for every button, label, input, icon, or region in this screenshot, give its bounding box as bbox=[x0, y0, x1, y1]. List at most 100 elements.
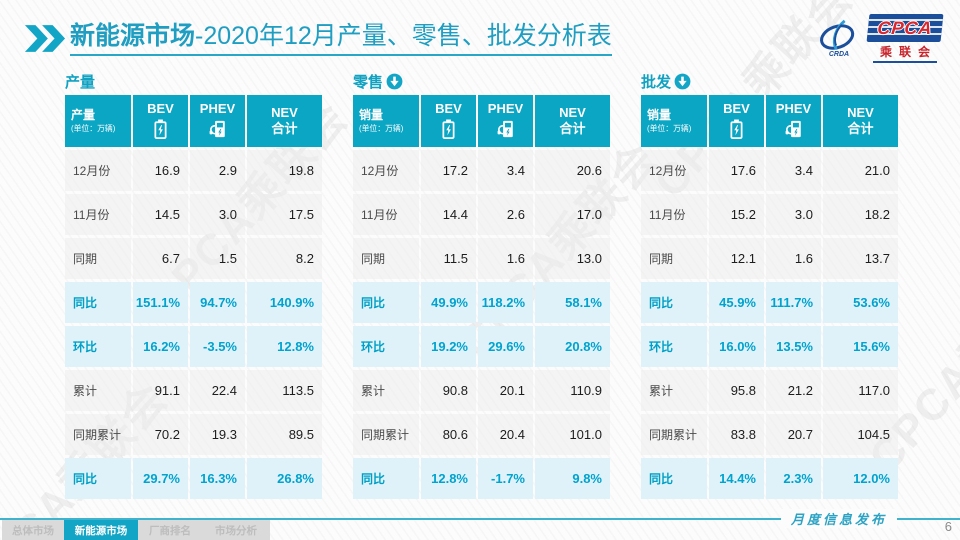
data-table-production: 产量 (单位：万辆) BEV PHEV NEV 合计 12月份 16.9 2.9 19.8 11月份… bbox=[65, 95, 322, 499]
value-cell: 1.5 bbox=[190, 238, 245, 279]
value-cell: 1.6 bbox=[766, 238, 821, 279]
value-cell: 111.7% bbox=[766, 282, 821, 323]
page-number: 6 bbox=[944, 519, 952, 534]
row-label-cell: 累计 bbox=[65, 370, 131, 411]
value-cell: 53.6% bbox=[823, 282, 898, 323]
unit-header-cell: 销量 (单位：万辆) bbox=[353, 95, 419, 147]
value-cell: 6.7 bbox=[133, 238, 188, 279]
header: 新能源市场-2020年12月产量、零售、批发分析表 CRDA CPCA 乘联会 bbox=[24, 14, 952, 63]
value-cell: 16.3% bbox=[190, 458, 245, 499]
value-cell: 13.7 bbox=[823, 238, 898, 279]
cpca-ellipse-icon bbox=[820, 19, 855, 50]
charger-icon bbox=[495, 118, 516, 140]
row-label-cell: 累计 bbox=[353, 370, 419, 411]
value-cell: 15.2 bbox=[709, 194, 764, 235]
value-cell: 26.8% bbox=[247, 458, 322, 499]
value-cell: 22.4 bbox=[190, 370, 245, 411]
column-header-label2: 合计 bbox=[847, 121, 874, 136]
column-header-nev: NEV 合计 bbox=[823, 95, 898, 147]
row-label-cell: 累计 bbox=[641, 370, 707, 411]
value-cell: 14.5 bbox=[133, 194, 188, 235]
value-cell: -3.5% bbox=[190, 326, 245, 367]
section-title-retail: 零售 bbox=[353, 69, 610, 93]
value-cell: 95.8 bbox=[709, 370, 764, 411]
crda-label: CRDA bbox=[828, 51, 850, 58]
charger-icon bbox=[207, 118, 228, 140]
row-label-cell: 环比 bbox=[641, 326, 707, 367]
cpca-logo-mark: CRDA bbox=[815, 19, 863, 58]
down-arrow-icon bbox=[386, 73, 403, 90]
value-cell: 17.0 bbox=[535, 194, 610, 235]
value-cell: 16.0% bbox=[709, 326, 764, 367]
tab-厂商排名[interactable]: 厂商排名 bbox=[138, 520, 202, 540]
column-header-label: PHEV bbox=[775, 101, 812, 117]
row-label-cell: 同比 bbox=[65, 282, 131, 323]
value-cell: 8.2 bbox=[247, 238, 322, 279]
tab-总体市场[interactable]: 总体市场 bbox=[2, 520, 64, 540]
unit-sub-label: (单位：万辆) bbox=[71, 123, 116, 133]
row-label-cell: 12月份 bbox=[641, 150, 707, 191]
row-label-cell: 环比 bbox=[353, 326, 419, 367]
unit-sub-label: (单位：万辆) bbox=[359, 123, 404, 133]
value-cell: 70.2 bbox=[133, 414, 188, 455]
value-cell: 20.8% bbox=[535, 326, 610, 367]
column-header-label: NEV bbox=[271, 104, 298, 120]
section-title-wholesale: 批发 bbox=[641, 69, 898, 93]
unit-sub-label: (单位：万辆) bbox=[647, 123, 692, 133]
value-cell: 91.1 bbox=[133, 370, 188, 411]
value-cell: 90.8 bbox=[421, 370, 476, 411]
value-cell: 14.4% bbox=[709, 458, 764, 499]
column-header-label2: 合计 bbox=[559, 121, 586, 136]
value-cell: 11.5 bbox=[421, 238, 476, 279]
cpca-logo: CRDA CPCA 乘联会 bbox=[815, 14, 944, 63]
value-cell: 29.6% bbox=[478, 326, 533, 367]
value-cell: 118.2% bbox=[478, 282, 533, 323]
cpca-box: CPCA bbox=[866, 14, 944, 42]
battery-icon bbox=[151, 118, 170, 140]
column-header-label2: 合计 bbox=[271, 121, 298, 136]
value-cell: 20.7 bbox=[766, 414, 821, 455]
row-label-cell: 同比 bbox=[353, 458, 419, 499]
value-cell: 45.9% bbox=[709, 282, 764, 323]
unit-label: 销量 bbox=[359, 108, 384, 122]
tab-市场分析[interactable]: 市场分析 bbox=[202, 520, 270, 540]
section-title-label: 批发 bbox=[641, 73, 672, 91]
value-cell: 83.8 bbox=[709, 414, 764, 455]
column-header-bev: BEV bbox=[133, 95, 188, 147]
column-header-phev: PHEV bbox=[766, 95, 821, 147]
column-header-nev: NEV 合计 bbox=[247, 95, 322, 147]
value-cell: 3.0 bbox=[190, 194, 245, 235]
unit-label: 产量 bbox=[71, 108, 96, 122]
value-cell: 19.2% bbox=[421, 326, 476, 367]
data-table-wholesale: 销量 (单位：万辆) BEV PHEV NEV 合计 12月份 17.6 3.4 21.0 11月份… bbox=[641, 95, 898, 499]
row-label-cell: 环比 bbox=[65, 326, 131, 367]
charger-icon bbox=[783, 118, 804, 140]
table-block-production: 产量 产量 (单位：万辆) BEV PHEV NEV 合计 12月份 16.9 2.9 19.8 11… bbox=[65, 69, 322, 499]
value-cell: 18.2 bbox=[823, 194, 898, 235]
row-label-cell: 同比 bbox=[641, 458, 707, 499]
value-cell: 110.9 bbox=[535, 370, 610, 411]
footer-rule bbox=[0, 518, 960, 520]
value-cell: 13.5% bbox=[766, 326, 821, 367]
value-cell: 21.0 bbox=[823, 150, 898, 191]
column-header-label: NEV bbox=[847, 104, 874, 120]
value-cell: 9.8% bbox=[535, 458, 610, 499]
column-header-bev: BEV bbox=[709, 95, 764, 147]
down-arrow-icon bbox=[674, 73, 691, 90]
column-header-label: BEV bbox=[147, 101, 174, 117]
value-cell: 1.6 bbox=[478, 238, 533, 279]
column-header-label: BEV bbox=[435, 101, 462, 117]
tab-新能源市场[interactable]: 新能源市场 bbox=[64, 520, 138, 540]
double-chevron-icon bbox=[24, 25, 66, 57]
row-label-cell: 同期累计 bbox=[65, 414, 131, 455]
value-cell: 12.1 bbox=[709, 238, 764, 279]
row-label-cell: 同期累计 bbox=[641, 414, 707, 455]
row-label-cell: 11月份 bbox=[65, 194, 131, 235]
value-cell: 3.4 bbox=[766, 150, 821, 191]
row-label-cell: 同期 bbox=[65, 238, 131, 279]
unit-header-cell: 产量 (单位：万辆) bbox=[65, 95, 131, 147]
value-cell: 12.0% bbox=[823, 458, 898, 499]
row-label-cell: 同比 bbox=[65, 458, 131, 499]
value-cell: 17.2 bbox=[421, 150, 476, 191]
